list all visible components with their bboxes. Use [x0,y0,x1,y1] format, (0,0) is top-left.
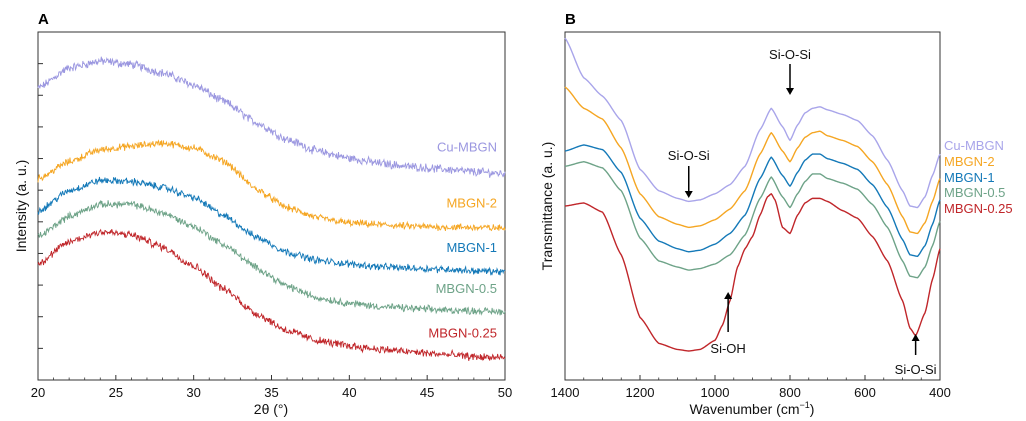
annotation-label: Si-OH [710,341,745,356]
annotation-label: Si-O-Si [895,362,937,377]
panel-a-series-label: MBGN-0.5 [436,281,497,296]
panel-b-x-tick-label: 400 [929,385,951,400]
panel-b-label: B [565,11,576,28]
panel-a-series-line [37,56,506,178]
panel-b-series-line [564,161,941,279]
panel-b-series-label: MBGN-0.25 [944,201,1013,216]
panel-a-series-line [37,200,506,316]
annotation-arrow-head [786,88,794,95]
panel-a-series-label: MBGN-2 [446,196,497,211]
panel-b-annotations: Si-O-Si Si-O-Si Si-OH Si-O-Si [668,47,937,377]
annotation-arrow-head [911,334,920,341]
panel-b-series-label: Cu-MBGN [944,138,1004,153]
annotation-label: Si-O-Si [668,148,710,163]
panel-b-series-line [564,37,941,209]
panel-a-series-label: MBGN-1 [446,240,497,255]
panel-b-annotation: Si-O-Si [769,47,811,95]
panel-a-x-tick-label: 50 [498,385,512,400]
panel-b-series-label: MBGN-2 [944,154,995,169]
panel-b-series-line [564,193,941,352]
panel-b-annotation: Si-O-Si [895,334,937,377]
panel-a-label: A [38,11,49,28]
panel-b-series-line [564,144,941,258]
panel-b-y-axis-label: Transmittance (a. u.) [539,142,555,271]
panel-a-y-ticks [38,63,43,381]
panel-a-series-label: MBGN-0.25 [428,325,497,340]
panel-b-x-tick-label: 600 [854,385,876,400]
panel-a-x-tick-label: 35 [264,385,278,400]
panel-a-series-line [37,139,506,232]
panel-b-x-axis-label-close: ) [810,401,815,417]
panel-b-x-axis-label: Wavenumber (cm−1) [690,400,815,417]
panel-b-series-label: MBGN-1 [944,170,995,185]
panel-a-series-line [37,228,506,362]
annotation-arrow-head [724,292,733,299]
annotation-arrow-head [684,191,693,198]
panel-a-x-ticks: 20 25 30 35 40 45 50 [31,375,512,400]
panel-b-x-tick-label: 1200 [626,385,655,400]
panel-b-x-tick-label: 1400 [551,385,580,400]
panel-a-x-tick-label: 40 [342,385,356,400]
panel-b-plot-frame [564,31,941,381]
panel-b-ftir: B 1400 1200 1000 800 600 400 Cu-MBGNMBGN-2MBG… [539,11,1013,417]
panel-b-series-line [564,86,941,235]
panel-a-series-label: Cu-MBGN [437,139,497,154]
panel-b-x-tick-label: 1000 [701,385,730,400]
panel-a-x-tick-label: 45 [420,385,434,400]
panel-a-x-tick-label: 30 [186,385,200,400]
panel-a-xrd: A 20 25 30 35 40 45 50 Cu-MBGN MBGN-2 MBGN-1 MBGN… [13,11,512,417]
panel-b-series-label: MBGN-0.5 [944,185,1005,200]
panel-b-x-axis-label-superscript: −1 [800,400,810,410]
panel-a-x-tick-label: 25 [109,385,123,400]
panel-a-series-line [37,176,506,276]
panel-a-y-axis-label: Intensity (a. u.) [13,160,29,253]
panel-a-series [37,56,506,362]
panel-b-x-ticks: 1400 1200 1000 800 600 400 [551,375,951,400]
panel-a-x-tick-label: 20 [31,385,45,400]
panel-a-series-labels: Cu-MBGN MBGN-2 MBGN-1 MBGN-0.5 MBGN-0.25 [428,139,497,340]
annotation-label: Si-O-Si [769,47,811,62]
panel-b-x-axis-label-main: Wavenumber (cm [690,401,800,417]
panel-b-annotation: Si-O-Si [668,148,710,198]
panel-b-annotation: Si-OH [710,292,746,356]
panel-b-series [564,37,941,352]
panel-a-x-axis-label: 2θ (°) [254,401,288,417]
panel-b-x-tick-label: 800 [779,385,801,400]
